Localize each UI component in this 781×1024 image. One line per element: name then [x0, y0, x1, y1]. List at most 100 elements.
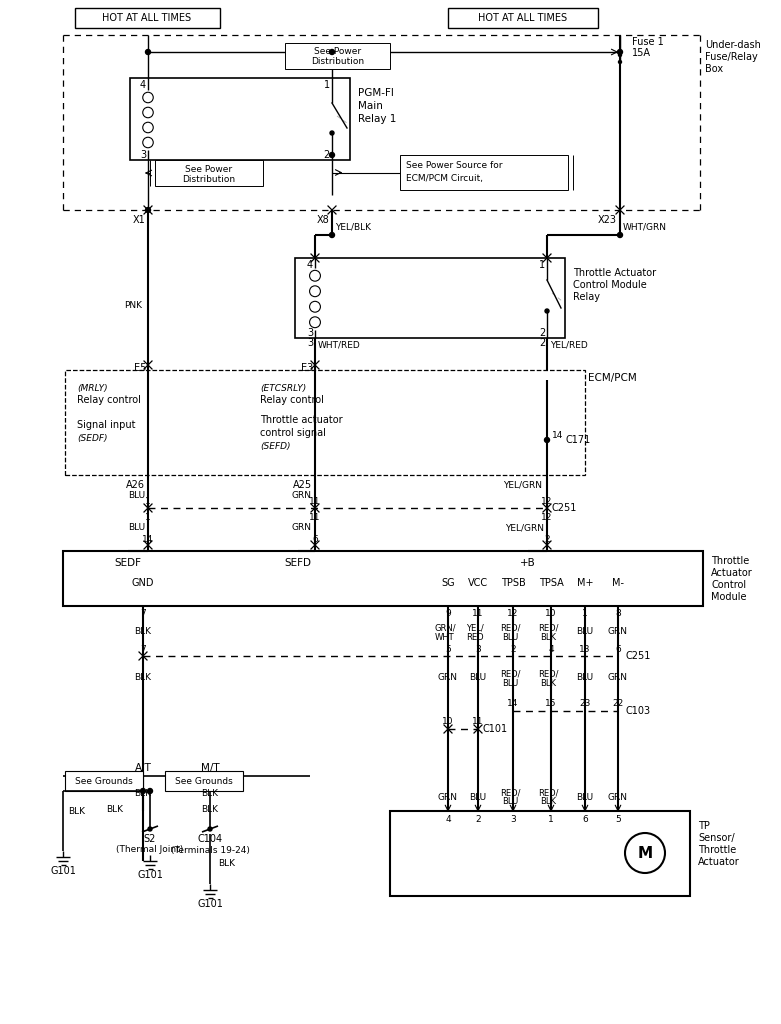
Text: Module: Module [711, 592, 747, 602]
Text: WHT: WHT [435, 633, 455, 641]
Text: Distribution: Distribution [311, 57, 364, 67]
Circle shape [145, 208, 151, 213]
Text: C104: C104 [198, 834, 223, 844]
Bar [65, 771, 143, 791]
Text: YEL/: YEL/ [466, 624, 484, 633]
Text: SG: SG [441, 578, 455, 588]
Text: 11: 11 [473, 609, 483, 618]
Circle shape [618, 232, 622, 238]
Text: 6: 6 [615, 644, 621, 653]
Text: GRN/: GRN/ [434, 624, 456, 633]
Text: +B: +B [520, 558, 536, 568]
Text: Control Module: Control Module [573, 280, 647, 290]
Text: G101: G101 [197, 899, 223, 909]
Text: BLK: BLK [540, 633, 556, 641]
Text: control signal: control signal [260, 428, 326, 438]
Text: 14: 14 [142, 535, 154, 544]
Circle shape [619, 53, 622, 56]
Text: BLK: BLK [540, 679, 556, 687]
Text: 5: 5 [615, 814, 621, 823]
Text: 2: 2 [539, 338, 545, 348]
Text: Relay control: Relay control [77, 395, 141, 406]
Text: 9: 9 [445, 609, 451, 618]
Bar [400, 155, 568, 190]
Text: Under-dash: Under-dash [705, 40, 761, 50]
Text: 6: 6 [312, 535, 318, 544]
Text: 14: 14 [552, 431, 563, 440]
Text: Relay: Relay [573, 292, 600, 302]
Text: Throttle: Throttle [698, 845, 736, 855]
Text: HOT AT ALL TIMES: HOT AT ALL TIMES [479, 13, 568, 23]
Text: 2: 2 [539, 328, 545, 338]
Text: 7: 7 [140, 609, 146, 618]
Text: RED/: RED/ [500, 788, 520, 798]
Text: BLU: BLU [502, 633, 518, 641]
Circle shape [545, 309, 549, 313]
Text: C251: C251 [552, 503, 577, 513]
Text: GRN: GRN [608, 628, 628, 637]
Text: BLU: BLU [576, 628, 594, 637]
Text: Distribution: Distribution [183, 174, 236, 183]
Text: 15: 15 [545, 699, 557, 709]
Text: TPSA: TPSA [539, 578, 563, 588]
Text: 11: 11 [309, 512, 321, 521]
Bar [390, 811, 690, 896]
Text: SEDF: SEDF [115, 558, 141, 568]
Text: GRN: GRN [608, 674, 628, 683]
Text: ECM/PCM: ECM/PCM [588, 373, 637, 383]
Text: GRN: GRN [292, 492, 312, 501]
Bar [165, 771, 243, 791]
Text: 1: 1 [539, 260, 545, 270]
Text: A26: A26 [126, 480, 145, 490]
Text: E5: E5 [134, 362, 146, 373]
Text: 15A: 15A [632, 48, 651, 58]
Text: BLU: BLU [128, 523, 145, 532]
Text: 12: 12 [541, 512, 553, 521]
Text: Actuator: Actuator [698, 857, 740, 867]
Text: Main: Main [358, 101, 383, 111]
Text: WHT/GRN: WHT/GRN [623, 222, 667, 231]
Text: GND: GND [132, 578, 155, 588]
Text: M/T: M/T [201, 763, 219, 773]
Text: C101: C101 [483, 724, 508, 734]
Text: 3: 3 [510, 814, 516, 823]
Text: 3: 3 [307, 328, 313, 338]
Text: RED: RED [466, 633, 483, 641]
Text: 4: 4 [307, 260, 313, 270]
Text: 2: 2 [510, 644, 515, 653]
Bar [285, 43, 390, 69]
Circle shape [619, 60, 622, 63]
Text: RED/: RED/ [500, 670, 520, 679]
Text: GRN: GRN [438, 674, 458, 683]
Text: 11: 11 [473, 718, 483, 726]
Circle shape [148, 788, 152, 794]
Text: Box: Box [705, 63, 723, 74]
Text: Throttle: Throttle [711, 556, 749, 566]
Text: 4: 4 [140, 80, 146, 90]
Text: 1: 1 [145, 497, 151, 506]
Text: BLK: BLK [218, 859, 235, 868]
Bar [448, 8, 598, 28]
Text: RED/: RED/ [538, 788, 558, 798]
Text: 12: 12 [541, 497, 553, 506]
Text: BLU: BLU [469, 794, 487, 803]
Text: See Power Source for: See Power Source for [406, 162, 502, 171]
Text: (MRLY): (MRLY) [77, 384, 108, 392]
Text: YEL/RED: YEL/RED [550, 341, 588, 349]
Text: BLU: BLU [469, 674, 487, 683]
Text: YEL/GRN: YEL/GRN [505, 523, 544, 532]
Text: 23: 23 [580, 699, 590, 709]
Text: 10: 10 [545, 609, 557, 618]
Text: BLU: BLU [502, 798, 518, 807]
Text: RED/: RED/ [538, 670, 558, 679]
Text: ECM/PCM Circuit,: ECM/PCM Circuit, [406, 173, 483, 182]
Text: 10: 10 [442, 718, 454, 726]
Text: RED/: RED/ [500, 624, 520, 633]
Text: 8: 8 [615, 609, 621, 618]
Circle shape [544, 437, 550, 442]
Text: G101: G101 [137, 870, 163, 880]
Text: X8: X8 [316, 215, 329, 225]
Text: Throttle actuator: Throttle actuator [260, 415, 343, 425]
Text: HOT AT ALL TIMES: HOT AT ALL TIMES [102, 13, 191, 23]
Text: VCC: VCC [468, 578, 488, 588]
